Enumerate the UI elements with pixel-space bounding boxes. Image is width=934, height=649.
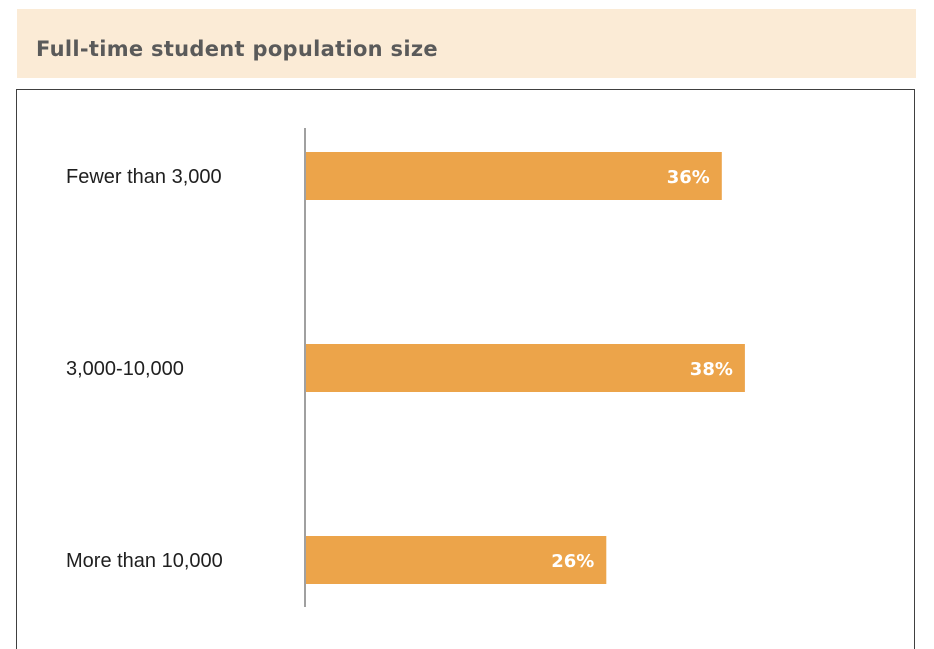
bar-value-label: 38% bbox=[690, 359, 733, 380]
chart-title: Full-time student population size bbox=[36, 37, 438, 61]
category-label: Fewer than 3,000 bbox=[66, 166, 222, 188]
bar-value-label: 26% bbox=[551, 551, 594, 572]
bar-value-label: 36% bbox=[667, 167, 710, 188]
bar bbox=[306, 152, 722, 200]
bar bbox=[306, 344, 745, 392]
bar bbox=[306, 536, 607, 584]
category-label: More than 10,000 bbox=[66, 550, 223, 572]
chart-header: Full-time student population size bbox=[17, 9, 916, 78]
category-label: 3,000-10,000 bbox=[66, 358, 184, 380]
